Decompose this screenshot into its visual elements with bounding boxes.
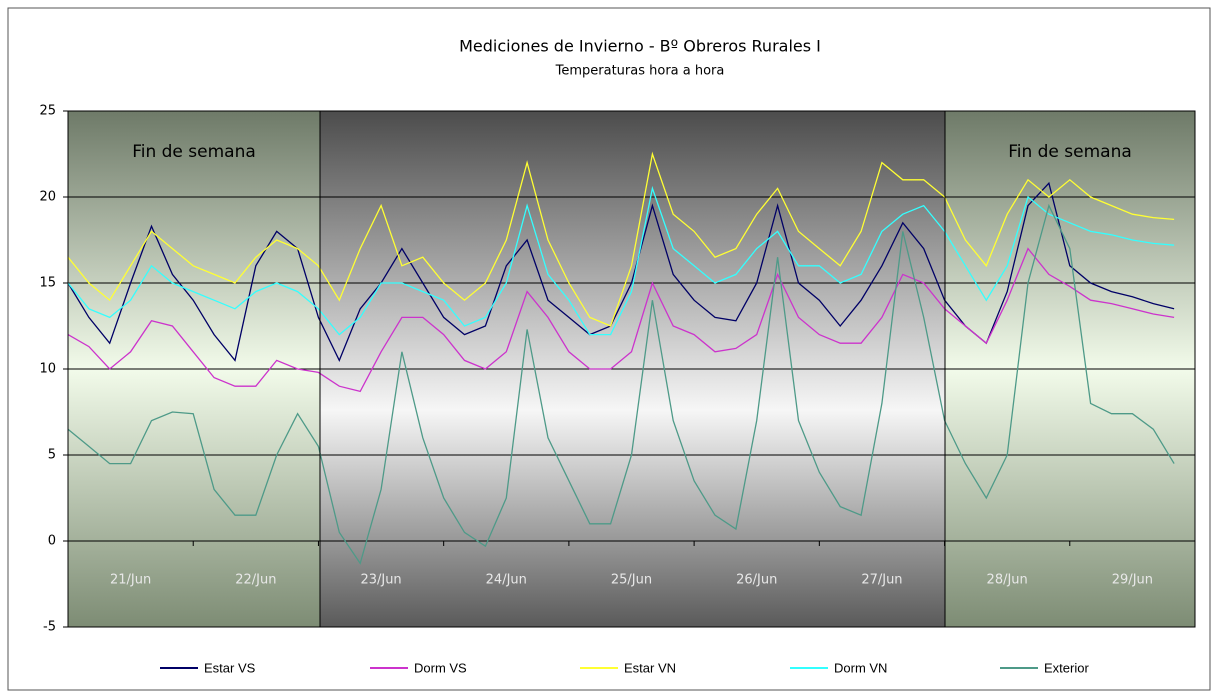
- legend-label: Estar VN: [624, 660, 676, 675]
- annotation: Fin de semana: [1008, 142, 1132, 162]
- x-tick-label: 21/Jun: [110, 573, 151, 588]
- series-line: [67, 185, 1175, 336]
- x-tick-label: 22/Jun: [235, 573, 276, 588]
- y-tick-label: 20: [39, 190, 56, 205]
- annotation: Fin de semana: [132, 142, 256, 162]
- legend-label: Dorm VS: [414, 660, 467, 675]
- chart-subtitle: Temperaturas hora a hora: [555, 64, 725, 79]
- y-tick-label: 25: [39, 104, 56, 119]
- x-tick-label: 27/Jun: [861, 573, 902, 588]
- series-line: [67, 151, 1175, 327]
- y-tick-label: 5: [48, 448, 56, 463]
- series-line: [67, 247, 1175, 393]
- y-tick-label: 10: [39, 362, 56, 377]
- y-tick-label: 15: [39, 276, 56, 291]
- legend-label: Dorm VN: [834, 660, 887, 675]
- x-tick-label: 23/Jun: [360, 573, 401, 588]
- legend-label: Exterior: [1044, 660, 1089, 675]
- legend-label: Estar VS: [204, 660, 256, 675]
- x-tick-label: 28/Jun: [987, 573, 1028, 588]
- y-tick-label: -5: [43, 620, 56, 635]
- series-line: [67, 203, 1175, 565]
- x-tick-label: 26/Jun: [736, 573, 777, 588]
- y-tick-label: 0: [48, 534, 56, 549]
- x-tick-label: 24/Jun: [486, 573, 527, 588]
- legend: Estar VS Dorm VS Estar VN Dorm VN Exterior: [160, 660, 1089, 675]
- x-tick-label: 29/Jun: [1112, 573, 1153, 588]
- chart-title: Mediciones de Invierno - Bº Obreros Rura…: [459, 37, 821, 56]
- x-tick-label: 25/Jun: [611, 573, 652, 588]
